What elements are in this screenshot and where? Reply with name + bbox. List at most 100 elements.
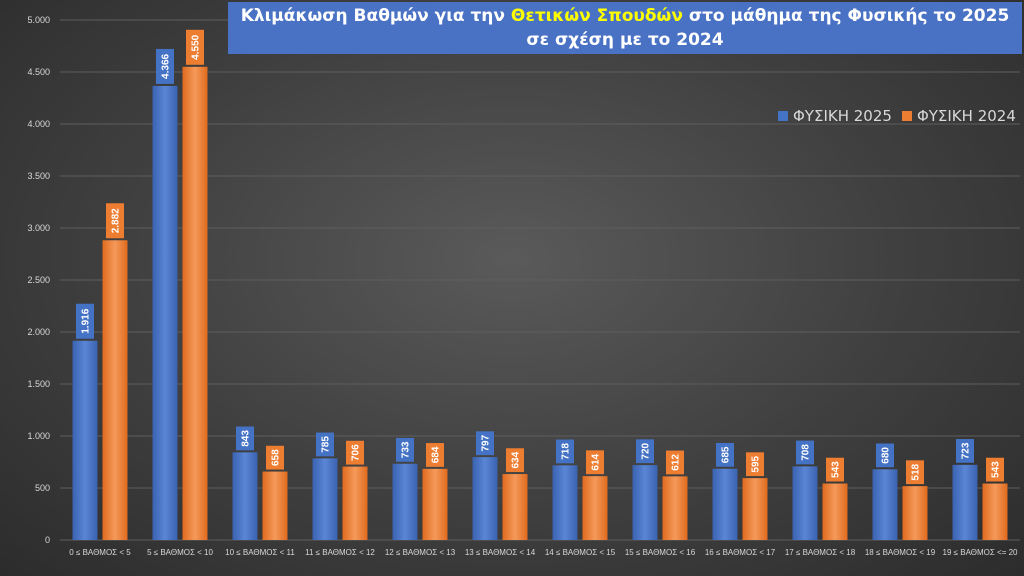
legend: ΦΥΣΙΚΗ 2025 ΦΥΣΙΚΗ 2024: [778, 107, 1016, 125]
bar-2025: [232, 452, 258, 540]
data-label: 614: [591, 453, 602, 470]
data-label: 612: [671, 454, 682, 471]
bars: [72, 66, 1008, 541]
bar-2025: [392, 463, 418, 540]
data-label: 634: [511, 451, 522, 468]
data-label: 785: [321, 436, 332, 453]
legend-swatch-2024: [901, 111, 912, 121]
data-label-box: [156, 48, 174, 84]
data-label-box: [236, 426, 254, 451]
bar-2024: [742, 478, 768, 540]
data-label-box: [396, 437, 414, 462]
x-tick-label: 15 ≤ ΒΑΘΜΟΣ < 16: [625, 548, 696, 557]
bar-2024: [342, 466, 368, 540]
data-label: 1.916: [81, 308, 92, 333]
data-label: 723: [961, 442, 972, 459]
bar-2024: [982, 483, 1008, 540]
bar-2025: [632, 465, 658, 540]
y-tick-label: 5.000: [27, 15, 50, 25]
x-tick-label: 17 ≤ ΒΑΘΜΟΣ < 18: [785, 548, 856, 557]
data-label-box: [346, 440, 364, 465]
bar-2025: [712, 468, 738, 540]
grid-lines: [60, 19, 1020, 541]
bar-2024: [502, 474, 528, 540]
data-label-box: [986, 457, 1004, 482]
x-tick-label: 18 ≤ ΒΑΘΜΟΣ < 19: [865, 548, 936, 557]
data-label-box: [476, 431, 494, 456]
title-highlight: Θετικών Σπουδών: [510, 6, 683, 26]
data-label: 720: [641, 442, 652, 459]
bar-2024: [582, 476, 608, 540]
bar-2025: [952, 464, 978, 540]
data-label: 595: [751, 455, 762, 472]
bar-2024: [182, 66, 208, 541]
data-label-box: [556, 439, 574, 464]
bar-2024: [822, 483, 848, 540]
x-tick-label: 16 ≤ ΒΑΘΜΟΣ < 17: [705, 548, 776, 557]
data-label-box: [266, 445, 284, 470]
data-label-box: [826, 457, 844, 482]
bar-2024: [422, 468, 448, 540]
title-line-1: Κλιμάκωση Βαθμών για την Θετικών Σπουδών…: [241, 4, 1010, 28]
x-axis-tick-labels: 0 ≤ ΒΑΘΜΟΣ < 5 5 ≤ ΒΑΘΜΟΣ < 10 10 ≤ ΒΑΘΜΟΣ…: [69, 548, 1018, 557]
data-label: 543: [991, 461, 1002, 478]
title-suffix: στο μάθημα της Φυσικής το 2025: [682, 6, 1010, 26]
bar-2024: [262, 471, 288, 540]
x-tick-label: 12 ≤ ΒΑΘΜΟΣ < 13: [385, 548, 456, 557]
x-tick-label: 10 ≤ ΒΑΘΜΟΣ < 11: [225, 548, 295, 557]
y-tick-label: 3.000: [27, 223, 50, 233]
y-tick-label: 4.000: [27, 119, 50, 129]
bar-2025: [152, 85, 178, 540]
data-label-box: [186, 29, 204, 65]
title-prefix: Κλιμάκωση Βαθμών για την: [240, 6, 511, 26]
bar-2025: [872, 469, 898, 540]
y-tick-label: 2.000: [27, 327, 50, 337]
y-tick-label: 1.000: [27, 431, 50, 441]
data-label-box: [666, 450, 684, 475]
data-label: 4.550: [191, 34, 202, 59]
bar-2025: [472, 457, 498, 540]
x-tick-label: 0 ≤ ΒΑΘΜΟΣ < 5: [69, 548, 131, 557]
bar-2024: [902, 486, 928, 540]
legend-label-2024: ΦΥΣΙΚΗ 2024: [916, 107, 1016, 125]
x-tick-label: 14 ≤ ΒΑΘΜΟΣ < 15: [545, 548, 616, 557]
data-label-box: [716, 442, 734, 467]
data-label: 680: [881, 447, 892, 464]
y-tick-label: 4.500: [27, 67, 50, 77]
data-label: 518: [911, 463, 922, 480]
x-tick-label: 11 ≤ ΒΑΘΜΟΣ < 12: [305, 548, 375, 557]
bar-2025: [312, 458, 338, 540]
bar-2025: [792, 466, 818, 540]
bar-2024: [662, 476, 688, 540]
bar-2025: [72, 340, 98, 540]
x-tick-label: 5 ≤ ΒΑΘΜΟΣ < 10: [147, 548, 213, 557]
data-label-box: [746, 452, 764, 477]
data-label: 658: [271, 449, 282, 466]
data-label-box: [106, 203, 124, 239]
bar-2025: [552, 465, 578, 540]
data-label: 797: [481, 434, 492, 451]
title-line-2: σε σχέση με το 2024: [526, 30, 724, 50]
chart-title: Κλιμάκωση Βαθμών για την Θετικών Σπουδών…: [228, 2, 1022, 54]
data-label: 685: [721, 446, 732, 463]
data-label: 684: [431, 446, 442, 463]
data-label-box: [586, 450, 604, 475]
y-tick-label: 3.500: [27, 171, 50, 181]
data-label-box: [506, 448, 524, 473]
data-label-box: [426, 443, 444, 467]
x-tick-label: 19 ≤ ΒΑΘΜΟΣ <= 20: [943, 548, 1019, 557]
y-tick-label: 500: [35, 483, 50, 493]
data-label-box: [636, 439, 654, 464]
data-label: 706: [351, 444, 362, 461]
data-label-box: [906, 460, 924, 485]
data-label-box: [76, 303, 94, 339]
data-label: 733: [401, 441, 412, 458]
legend-item-2024: ΦΥΣΙΚΗ 2024: [901, 107, 1016, 125]
y-tick-label: 2.500: [27, 275, 50, 285]
legend-item-2025: ΦΥΣΙΚΗ 2025: [778, 107, 892, 125]
data-label: 708: [801, 444, 812, 461]
bar-2024: [102, 240, 128, 540]
legend-swatch-2025: [778, 111, 788, 121]
data-label-box: [316, 432, 334, 457]
